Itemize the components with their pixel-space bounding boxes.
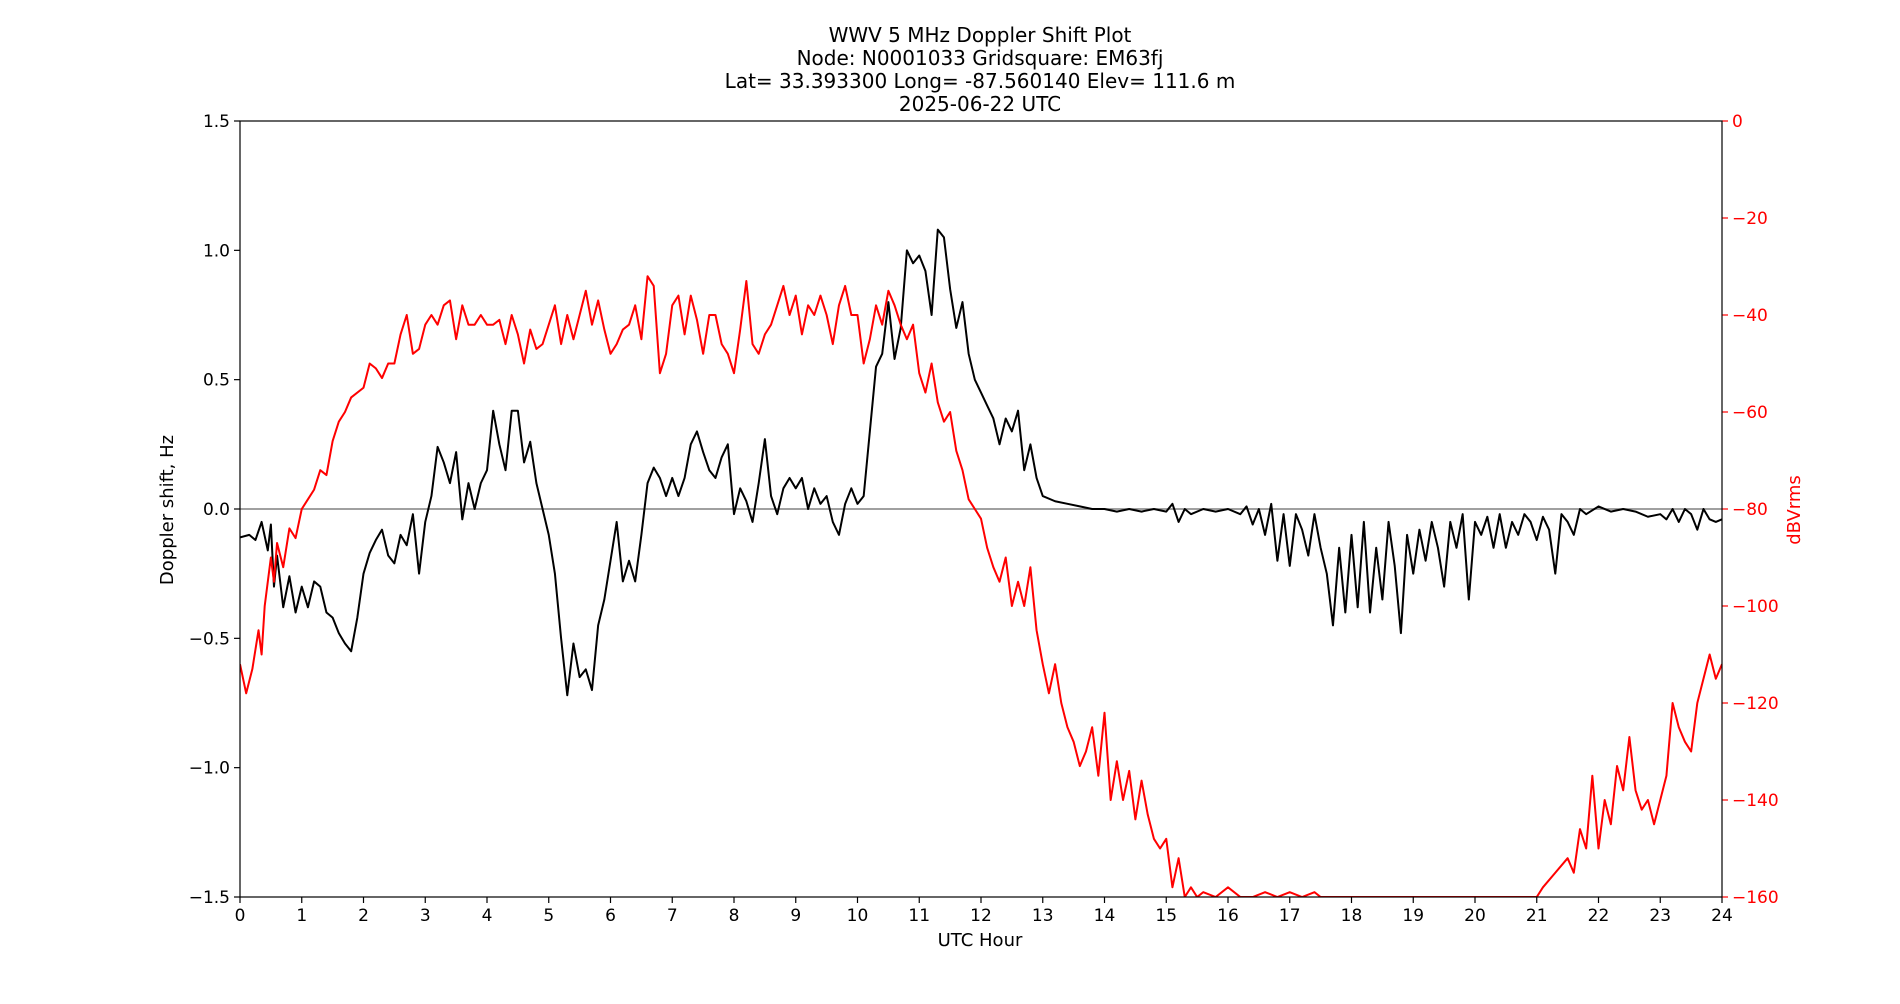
x-tick-label: 2 (358, 906, 369, 926)
y2-tick-label: −20 (1732, 209, 1768, 229)
x-tick-label: 15 (1155, 906, 1177, 926)
y-tick-label: 1.0 (203, 241, 230, 261)
x-tick-label: 19 (1402, 906, 1424, 926)
x-tick-label: 8 (729, 906, 740, 926)
x-axis-ticks: 0 1 2 3 4 5 6 7 8 9 10 11 12 13 14 15 16 17 18 19 20 21 22 23 24 (235, 897, 1733, 926)
y-tick-label: −1.0 (189, 759, 230, 779)
x-tick-label: 14 (1094, 906, 1116, 926)
y-tick-label: −1.5 (189, 888, 230, 908)
y-tick-label: 0.5 (203, 371, 230, 391)
x-tick-label: 7 (667, 906, 678, 926)
y2-tick-label: −60 (1732, 403, 1768, 423)
x-tick-label: 5 (543, 906, 554, 926)
y-tick-label: −0.5 (189, 629, 230, 649)
x-tick-label: 3 (420, 906, 431, 926)
y-axis-label: Doppler shift, Hz (157, 435, 178, 585)
x-tick-label: 16 (1217, 906, 1239, 926)
x-tick-label: 17 (1279, 906, 1301, 926)
y2-tick-label: −120 (1732, 694, 1779, 714)
x-tick-label: 0 (235, 906, 246, 926)
x-tick-label: 23 (1649, 906, 1671, 926)
title-line-2: Node: N0001033 Gridsquare: EM63fj (797, 46, 1164, 70)
y2-tick-label: −140 (1732, 791, 1779, 811)
y2-axis-label: dBVrms (1784, 475, 1805, 545)
x-tick-label: 6 (605, 906, 616, 926)
plot-area (240, 228, 1722, 897)
y2-tick-label: −160 (1732, 888, 1779, 908)
y-axis-ticks: −1.5 −1.0 −0.5 0.0 0.5 1.0 1.5 (189, 112, 240, 908)
x-tick-label: 20 (1464, 906, 1486, 926)
x-tick-label: 1 (296, 906, 307, 926)
y2-tick-label: −40 (1732, 306, 1768, 326)
y2-tick-label: 0 (1732, 112, 1743, 132)
y2-tick-label: −100 (1732, 597, 1779, 617)
title-line-4: 2025-06-22 UTC (899, 92, 1061, 116)
plot-frame (239, 120, 1723, 898)
x-tick-label: 13 (1032, 906, 1054, 926)
x-tick-label: 11 (908, 906, 930, 926)
x-tick-label: 18 (1341, 906, 1363, 926)
x-tick-label: 24 (1711, 906, 1733, 926)
x-tick-label: 4 (482, 906, 493, 926)
x-tick-label: 9 (790, 906, 801, 926)
x-tick-label: 21 (1526, 906, 1548, 926)
power-series-line (240, 275, 1722, 897)
y-tick-label: 0.0 (203, 500, 230, 520)
title-line-3: Lat= 33.393300 Long= -87.560140 Elev= 11… (725, 69, 1236, 93)
chart-title: WWV 5 MHz Doppler Shift Plot Node: N0001… (725, 23, 1236, 116)
y-tick-label: 1.5 (203, 112, 230, 132)
x-tick-label: 10 (847, 906, 869, 926)
x-axis-label: UTC Hour (938, 930, 1023, 951)
x-tick-label: 12 (970, 906, 992, 926)
y2-axis-ticks: −160 −140 −120 −100 −80 −60 −40 −20 0 (1722, 112, 1779, 908)
doppler-series-line (240, 228, 1722, 697)
x-tick-label: 22 (1588, 906, 1610, 926)
y2-tick-label: −80 (1732, 500, 1768, 520)
title-line-1: WWV 5 MHz Doppler Shift Plot (829, 23, 1132, 47)
